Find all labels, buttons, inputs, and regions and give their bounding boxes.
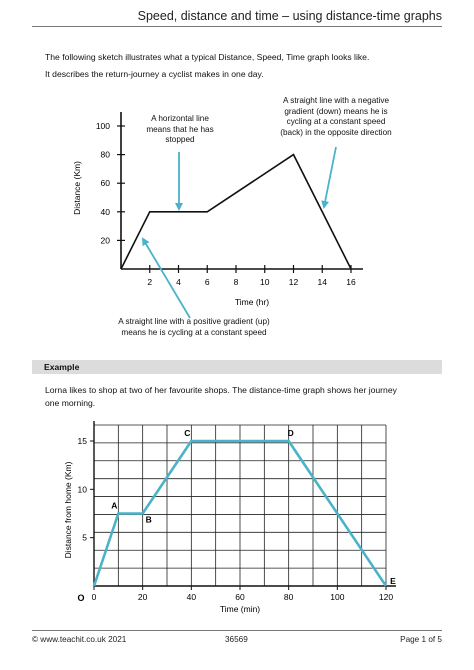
sketch-y-tick-label: 20	[101, 235, 111, 245]
sketch-graph: 2 4 6 8 10 12 14 16 20 40 60 80 100 Time (hr) Distan…	[72, 112, 363, 319]
sketch-x-tick-label: 14	[318, 277, 328, 287]
annotation-positive-line: means he is cycling at a constant speed	[121, 327, 267, 337]
footer-copyright: © www.teachit.co.uk 2021	[32, 635, 127, 644]
example-x-tick-label: 40	[187, 592, 197, 602]
annotation-positive-line: A straight line with a positive gradient…	[118, 317, 270, 326]
annotation-horizontal-line: means that he has	[146, 124, 214, 134]
footer-page-number: Page 1 of 5	[400, 635, 442, 644]
intro-line-1: The following sketch illustrates what a …	[45, 52, 370, 62]
example-x-tick-label: 120	[379, 592, 393, 602]
arrow-positive	[141, 237, 191, 319]
example-point-label: C	[184, 428, 190, 438]
sketch-x-tick-label: 2	[147, 277, 152, 287]
sketch-x-axis-label: Time (hr)	[235, 297, 269, 307]
example-origin-label: O	[77, 593, 84, 603]
example-heading-bar: Example	[32, 360, 442, 374]
example-y-axis-label: Distance from home (Km)	[63, 461, 73, 558]
annotation-horizontal-line: stopped	[165, 135, 195, 144]
example-x-tick-label: 100	[330, 592, 344, 602]
arrow-negative	[321, 146, 337, 209]
footer-rule	[32, 630, 442, 631]
example-point-label: B	[146, 515, 152, 525]
example-text-line-1: Lorna likes to shop at two of her favour…	[45, 385, 397, 395]
annotation-negative: A straight line with a negative gradient…	[262, 96, 410, 138]
sketch-x-tick-label: 6	[205, 277, 210, 287]
example-y-tick-label: 10	[78, 484, 88, 494]
example-x-tick-label: 80	[284, 592, 294, 602]
annotation-negative-line: (back) in the opposite direction	[280, 127, 392, 137]
sketch-series-line	[120, 153, 352, 270]
sketch-x-tick-label: 8	[234, 277, 239, 287]
example-x-tick-label: 20	[138, 592, 148, 602]
example-x-tick-label: 0	[92, 592, 97, 602]
example-point-label: A	[111, 501, 117, 511]
example-y-tick-label: 15	[78, 436, 88, 446]
annotation-negative-line: A straight line with a negative	[282, 96, 390, 105]
sketch-y-axis-label: Distance (Km)	[72, 161, 82, 215]
intro-line-2: It describes the return-journey a cyclis…	[45, 69, 264, 79]
annotation-negative-line: gradient (down) means he is	[284, 106, 388, 116]
sketch-y-tick-label: 40	[101, 207, 111, 217]
sketch-x-tick-label: 16	[346, 277, 356, 287]
annotation-negative-line: cycling at a constant speed	[286, 117, 386, 126]
page-title: Speed, distance and time – using distanc…	[137, 9, 442, 23]
footer-code: 36569	[225, 635, 248, 644]
annotation-horizontal-line: A horizontal line	[151, 114, 209, 123]
annotation-horizontal: A horizontal line means that he has stop…	[130, 114, 230, 146]
header-rule	[32, 26, 442, 27]
sketch-x-tick-label: 10	[260, 277, 270, 287]
example-point-label: D	[288, 428, 294, 438]
sketch-y-tick-label: 80	[101, 150, 111, 160]
example-series-line	[92, 439, 388, 587]
example-point-label: E	[390, 576, 396, 586]
example-y-tick-label: 5	[82, 533, 87, 543]
sketch-y-tick-label: 60	[101, 178, 111, 188]
example-x-axis-label: Time (min)	[220, 604, 260, 614]
example-x-tick-label: 60	[235, 592, 245, 602]
sketch-y-tick-label: 100	[96, 121, 110, 131]
sketch-x-tick-label: 4	[176, 277, 181, 287]
example-heading: Example	[44, 362, 80, 372]
annotation-positive: A straight line with a positive gradient…	[94, 317, 294, 338]
sketch-x-tick-label: 12	[289, 277, 299, 287]
example-text-line-2: one morning.	[45, 398, 96, 408]
